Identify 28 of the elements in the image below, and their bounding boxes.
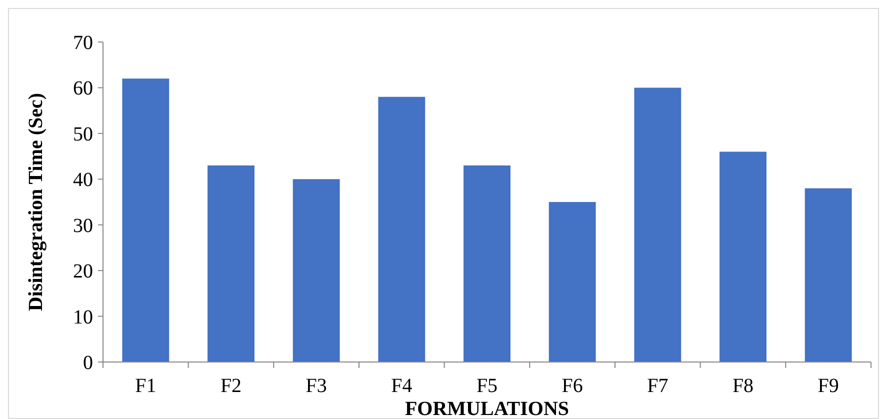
bar [378, 96, 426, 362]
bar [634, 88, 682, 362]
bar [464, 165, 510, 362]
x-tick-label: F4 [391, 375, 412, 397]
y-tick-label: 70 [73, 32, 93, 54]
bar [122, 78, 170, 362]
x-tick-label: F6 [562, 375, 583, 397]
bar [548, 202, 596, 362]
x-tick-label: F1 [135, 375, 156, 397]
y-tick-label: 20 [73, 260, 93, 283]
y-tick-label: 40 [73, 169, 93, 192]
y-tick-label: 0 [83, 352, 93, 374]
bar [804, 188, 852, 362]
y-tick-label: 10 [73, 306, 93, 328]
x-tick-label: F3 [306, 375, 327, 397]
bar [292, 179, 340, 362]
y-axis-title: Disintegration Time (Sec) [25, 92, 47, 312]
x-axis-title: FORMULATIONS [404, 398, 570, 419]
x-tick-label: F8 [732, 375, 754, 397]
y-tick-label: 60 [73, 78, 93, 100]
bar [720, 152, 766, 362]
x-tick-label: F9 [818, 375, 839, 397]
y-tick-label: 30 [73, 214, 93, 237]
bar [208, 165, 254, 362]
y-tick-label: 50 [73, 123, 93, 146]
x-tick-label: F7 [647, 375, 668, 397]
x-tick-label: F5 [476, 375, 498, 397]
x-tick-label: F2 [220, 375, 242, 397]
